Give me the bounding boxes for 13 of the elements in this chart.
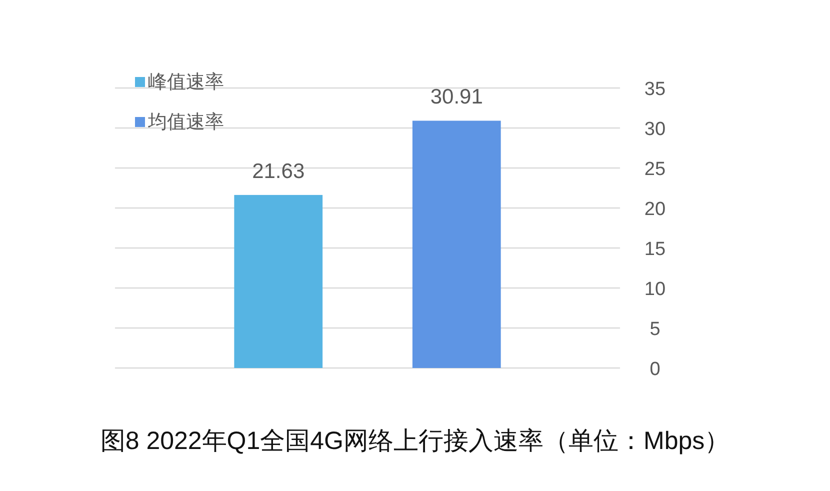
legend-label: 峰值速率 — [148, 71, 224, 93]
y-tick-label: 5 — [650, 319, 660, 340]
text: 图8 2022年Q1全国4G网络上行接入速率（单位：Mbps） — [100, 427, 730, 455]
legend-label: 均值速率 — [147, 111, 224, 133]
y-tick-label: 25 — [644, 159, 666, 180]
y-tick-label: 20 — [644, 199, 666, 220]
data-label: 21.63 — [252, 160, 305, 183]
y-tick-label: 30 — [644, 119, 666, 140]
y-tick-label: 10 — [644, 279, 666, 300]
data-label: 30.91 — [430, 86, 483, 109]
y-tick-label: 15 — [644, 239, 666, 260]
y-tick-label: 0 — [650, 359, 660, 380]
y-tick-label: 35 — [644, 79, 666, 100]
